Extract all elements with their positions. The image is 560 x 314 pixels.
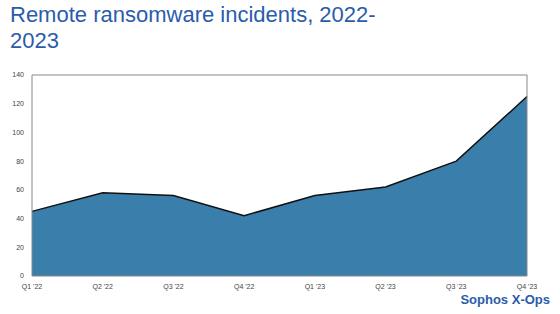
svg-text:120: 120	[12, 100, 24, 107]
svg-text:0: 0	[20, 272, 24, 279]
svg-text:Q2 '22: Q2 '22	[93, 283, 114, 291]
svg-text:60: 60	[16, 186, 24, 193]
svg-text:Q4 '23: Q4 '23	[517, 283, 538, 291]
svg-text:Q3 '22: Q3 '22	[163, 283, 184, 291]
svg-text:Q4 '22: Q4 '22	[234, 283, 255, 291]
svg-text:140: 140	[12, 71, 24, 78]
html-text:Remote ransomware incidents, 2: Remote ransomware incidents, 2022-2023	[10, 2, 376, 53]
svg-text:Q1 '22: Q1 '22	[22, 283, 43, 291]
svg-text:80: 80	[16, 158, 24, 165]
html-text:Sophos X-Ops: Sophos X-Ops	[460, 292, 550, 307]
svg-text:Q1 '23: Q1 '23	[305, 283, 326, 291]
svg-text:40: 40	[16, 215, 24, 222]
svg-text:20: 20	[16, 244, 24, 251]
svg-text:Q3 '23: Q3 '23	[446, 283, 467, 291]
svg-text:100: 100	[12, 129, 24, 136]
svg-text:Q2 '23: Q2 '23	[375, 283, 396, 291]
